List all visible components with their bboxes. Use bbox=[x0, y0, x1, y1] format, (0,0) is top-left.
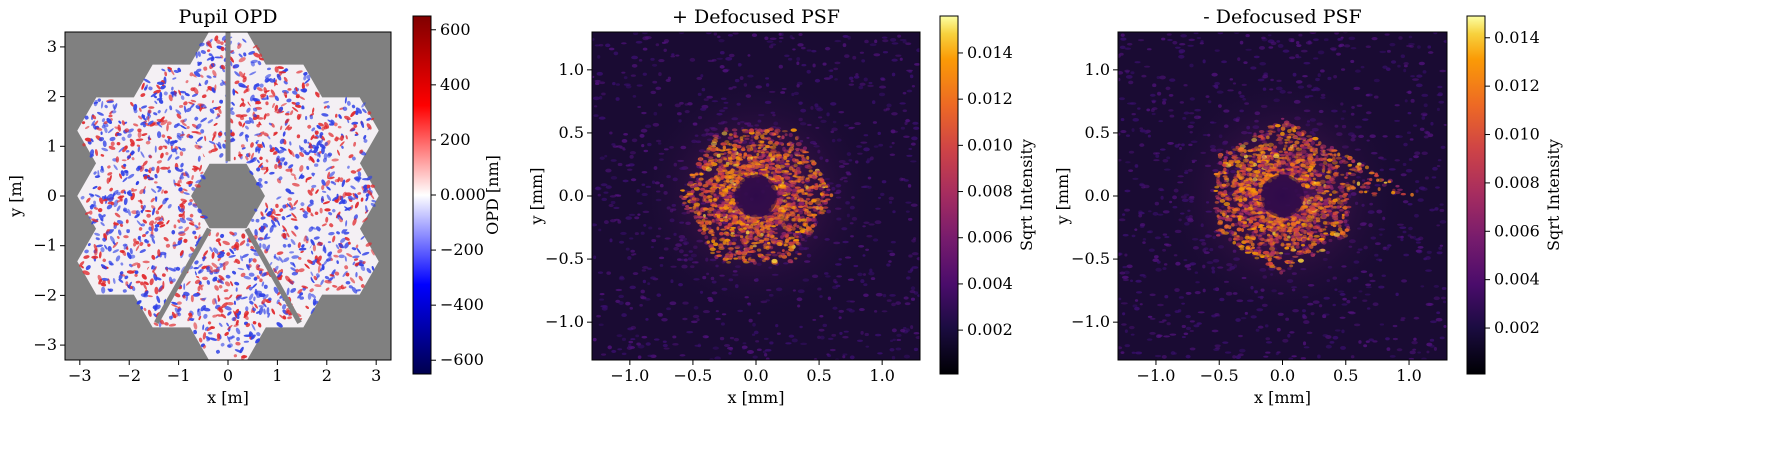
colorbar-tick-label: 0.008 bbox=[967, 182, 1013, 201]
x-tick-label: 1.0 bbox=[869, 366, 894, 385]
colorbar-tick-label: 0.006 bbox=[967, 228, 1013, 247]
panel-0: −3 −2 −1 0 1 2 3 −3 −2 −1 0 1 2 3 Pupil OPD x [m] y [m] −… bbox=[6, 6, 502, 407]
y-tick-label: 1.0 bbox=[559, 60, 584, 79]
colorbar-tick-label: 0.014 bbox=[1494, 28, 1540, 47]
colorbar-tick-label: 0.014 bbox=[967, 43, 1013, 62]
colorbar-tick-label: 0.004 bbox=[967, 274, 1013, 293]
image-1 bbox=[592, 32, 920, 360]
colorbar-label: OPD [nm] bbox=[483, 155, 502, 235]
y-tick-label: 0.0 bbox=[1085, 186, 1110, 205]
x-axis-label: x [mm] bbox=[1254, 388, 1311, 407]
x-axis-label: x [m] bbox=[207, 388, 249, 407]
y-tick-label: −1.0 bbox=[545, 312, 584, 331]
y-tick-label: 1 bbox=[47, 136, 57, 155]
y-tick-label: 0.0 bbox=[559, 186, 584, 205]
psf-hexagon-ring bbox=[1213, 117, 1414, 275]
chart-title: Pupil OPD bbox=[179, 6, 278, 28]
colorbar-tick-label: 0.002 bbox=[967, 320, 1013, 339]
colorbar-tick-label: 0.006 bbox=[1494, 221, 1540, 240]
y-tick-label: 0.5 bbox=[559, 123, 584, 142]
y-axis-label: y [mm] bbox=[1053, 168, 1072, 226]
colorbar-tick-label: 0.012 bbox=[967, 89, 1013, 108]
pupil-spiders bbox=[154, 32, 302, 324]
x-tick-label: 0.5 bbox=[1333, 366, 1358, 385]
y-tick-label: 0.5 bbox=[1085, 123, 1110, 142]
colorbar-tick-label: 0.010 bbox=[967, 135, 1013, 154]
x-tick-label: −3 bbox=[68, 366, 92, 385]
x-tick-label: 0.5 bbox=[806, 366, 831, 385]
colorbar-label: Sqrt Intensity bbox=[1017, 139, 1036, 251]
psf-hexagon-ring bbox=[679, 127, 834, 265]
x-tick-label: 0.0 bbox=[743, 366, 768, 385]
y-tick-label: −1.0 bbox=[1071, 312, 1110, 331]
colorbar-tick-label: 0.008 bbox=[1494, 173, 1540, 192]
y-tick-label: −1 bbox=[33, 236, 57, 255]
x-tick-label: −1.0 bbox=[1137, 366, 1176, 385]
y-tick-label: 3 bbox=[47, 37, 57, 56]
y-tick-label: −3 bbox=[33, 335, 57, 354]
colorbar-tick-label: 0.010 bbox=[1494, 125, 1540, 144]
colorbar-tick-label: 400 bbox=[440, 75, 471, 94]
y-tick-label: 1.0 bbox=[1085, 60, 1110, 79]
x-tick-label: 1.0 bbox=[1396, 366, 1421, 385]
y-axis-label: y [mm] bbox=[527, 168, 546, 226]
colorbar bbox=[1466, 15, 1486, 375]
x-axis-label: x [mm] bbox=[728, 388, 785, 407]
x-tick-label: −1 bbox=[167, 366, 191, 385]
image-2 bbox=[1118, 32, 1447, 360]
panel-1: −1.0 −0.5 0.0 0.5 1.0 −1.0 −0.5 0.0 0.5 1.0 + Defo… bbox=[527, 6, 1036, 407]
x-tick-label: 1 bbox=[272, 366, 282, 385]
image-0 bbox=[65, 32, 391, 360]
colorbar-tick-label: −400 bbox=[440, 295, 484, 314]
colorbar-label: Sqrt Intensity bbox=[1544, 139, 1563, 251]
colorbar-tick-label: 0.004 bbox=[1494, 270, 1540, 289]
y-tick-label: −0.5 bbox=[1071, 249, 1110, 268]
x-tick-label: 3 bbox=[371, 366, 381, 385]
chart-title: + Defocused PSF bbox=[672, 6, 840, 28]
colorbar-tick-label: 0.012 bbox=[1494, 76, 1540, 95]
panel-2: −1.0 −0.5 0.0 0.5 1.0 −1.0 −0.5 0.0 0.5 1.0 - Defo… bbox=[1053, 6, 1563, 407]
x-tick-label: 2 bbox=[322, 366, 332, 385]
colorbar bbox=[939, 15, 959, 375]
y-tick-label: −2 bbox=[33, 285, 57, 304]
x-tick-label: −0.5 bbox=[1200, 366, 1239, 385]
colorbar bbox=[412, 15, 432, 375]
colorbar-tick-label: 600 bbox=[440, 20, 471, 39]
chart-title: - Defocused PSF bbox=[1203, 6, 1361, 28]
y-axis-label: y [m] bbox=[6, 175, 25, 218]
x-tick-label: −0.5 bbox=[673, 366, 712, 385]
colorbar-tick-label: 200 bbox=[440, 130, 471, 149]
x-tick-label: −1.0 bbox=[610, 366, 649, 385]
x-tick-label: 0 bbox=[223, 366, 233, 385]
y-tick-label: 0 bbox=[47, 186, 57, 205]
y-tick-label: −0.5 bbox=[545, 249, 584, 268]
y-tick-label: 2 bbox=[47, 87, 57, 106]
x-tick-label: 0.0 bbox=[1270, 366, 1295, 385]
colorbar-tick-label: −600 bbox=[440, 350, 484, 369]
colorbar-tick-label: −200 bbox=[440, 240, 484, 259]
x-tick-label: −2 bbox=[117, 366, 141, 385]
colorbar-tick-label: 0.000 bbox=[440, 185, 486, 204]
colorbar-tick-label: 0.002 bbox=[1494, 318, 1540, 337]
